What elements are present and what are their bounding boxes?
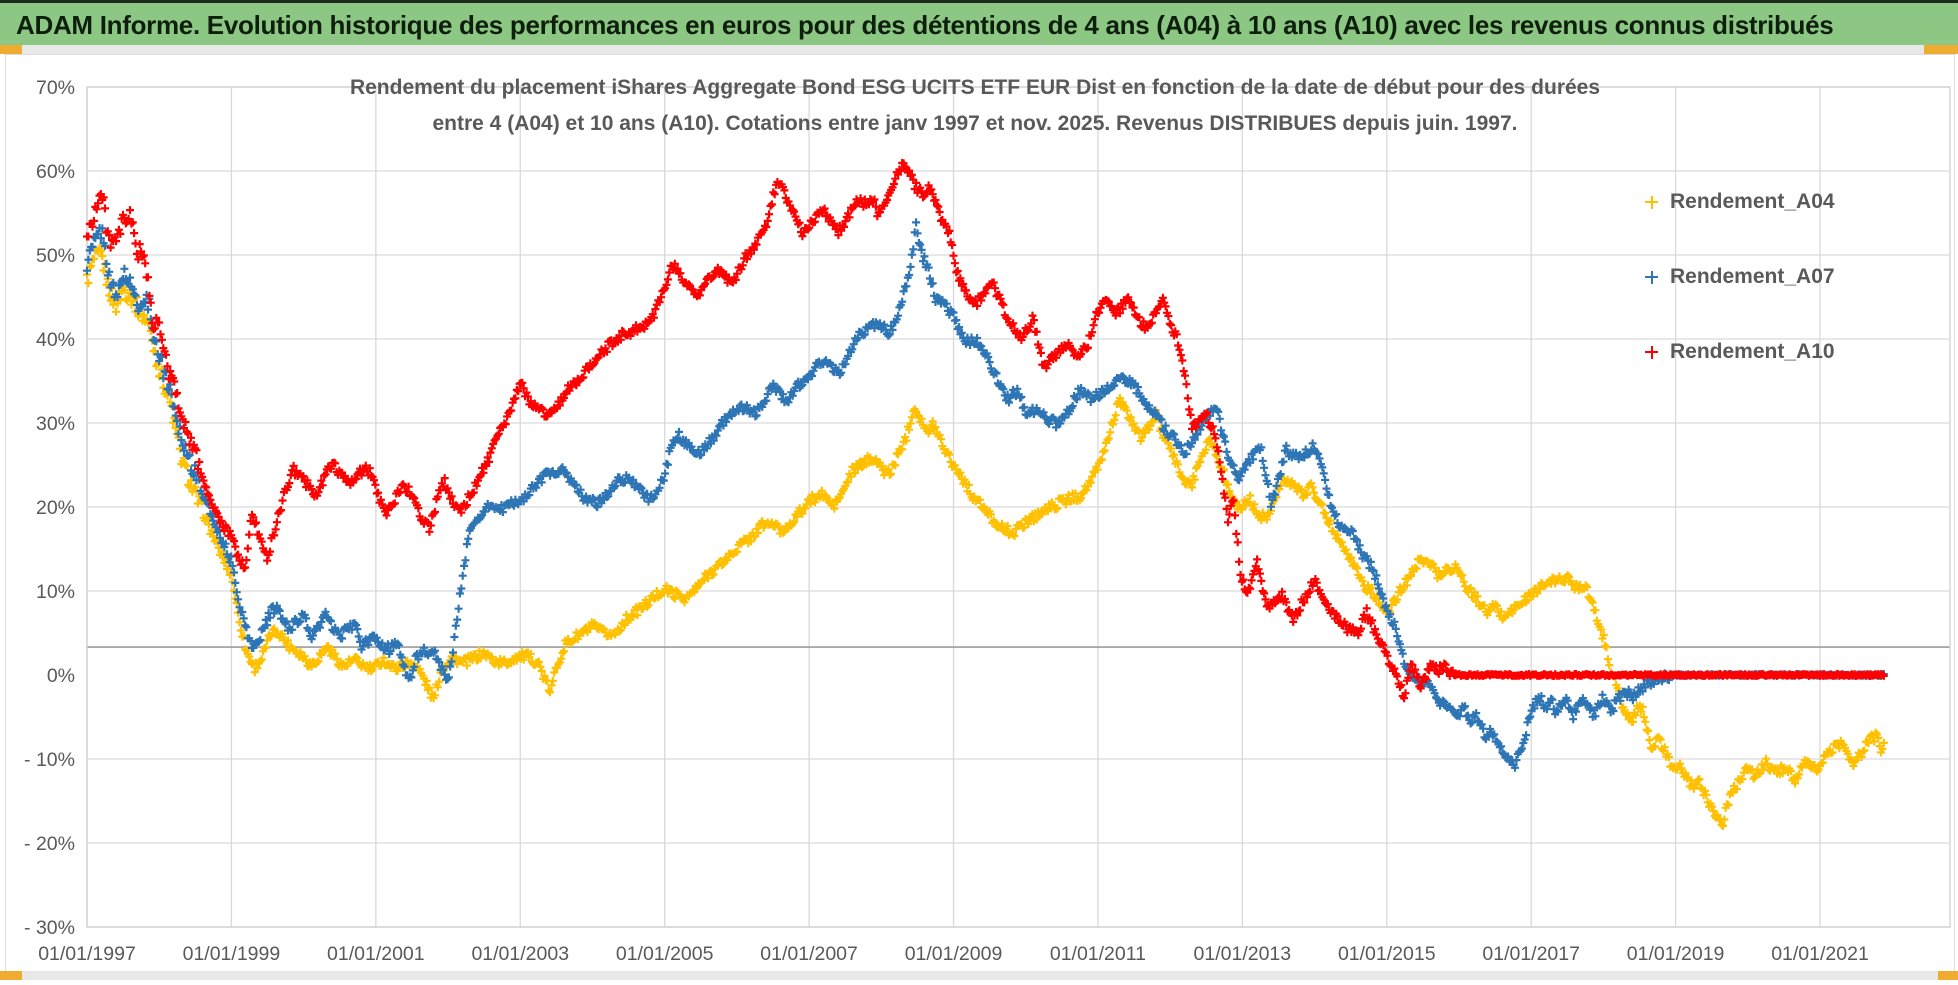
x-tick-label: 01/01/2011 xyxy=(1050,943,1146,965)
x-tick-label: 01/01/2021 xyxy=(1771,943,1869,965)
banner: ADAM Informe. Evolution historique des p… xyxy=(0,0,1958,48)
x-tick-label: 01/01/2003 xyxy=(471,943,569,965)
selection-handle-top-right[interactable] xyxy=(1924,45,1958,54)
y-tick-label: 70% xyxy=(36,77,75,99)
y-tick-label: 40% xyxy=(36,329,75,351)
y-tick-label: - 20% xyxy=(24,833,75,855)
series-Rendement_A04 xyxy=(83,244,1888,830)
x-tick-label: 01/01/2017 xyxy=(1482,943,1580,965)
y-tick-label: 10% xyxy=(36,581,75,603)
x-tick-label: 01/01/1999 xyxy=(183,943,281,965)
chart-frame xyxy=(5,54,1955,973)
selection-handle-top-left[interactable] xyxy=(0,45,22,54)
bottom-strip xyxy=(0,971,1958,980)
banner-title: ADAM Informe. Evolution historique des p… xyxy=(16,10,1834,40)
chart-title-line1: Rendement du placement iShares Aggregate… xyxy=(349,76,1601,99)
x-tick-label: 01/01/2013 xyxy=(1194,943,1292,965)
plus-marker-a07-icon xyxy=(1645,270,1658,284)
legend-label-a04: Rendement_A04 xyxy=(1670,190,1835,213)
selection-handle-bottom-right[interactable] xyxy=(1938,971,1958,980)
y-tick-label: 20% xyxy=(36,497,75,519)
series-Rendement_A10 xyxy=(83,158,1888,703)
y-tick-label: - 30% xyxy=(24,917,75,939)
y-tick-label: 50% xyxy=(36,245,75,267)
x-tick-label: 01/01/2015 xyxy=(1338,943,1436,965)
x-tick-label: 01/01/2019 xyxy=(1627,943,1725,965)
chart-title-line2: entre 4 (A04) et 10 ans (A10). Cotations… xyxy=(432,112,1518,135)
x-tick-label: 01/01/1997 xyxy=(38,943,136,965)
top-strip xyxy=(0,45,1958,54)
y-tick-label: 0% xyxy=(47,665,75,687)
legend-item-a10[interactable]: Rendement_A10 xyxy=(1645,340,1835,364)
selection-handle-bottom-left[interactable] xyxy=(0,971,22,980)
x-tick-label: 01/01/2001 xyxy=(327,943,425,965)
plot-border xyxy=(86,86,1951,928)
y-tick-label: 60% xyxy=(36,161,75,183)
legend-item-a07[interactable]: Rendement_A07 xyxy=(1645,265,1835,289)
y-tick-label: 30% xyxy=(36,413,75,435)
legend: Rendement_A04 Rendement_A07 Rendement_A1… xyxy=(1645,190,1835,364)
x-tick-label: 01/01/2005 xyxy=(616,943,714,965)
legend-label-a07: Rendement_A07 xyxy=(1670,265,1835,288)
x-tick-label: 01/01/2009 xyxy=(905,943,1003,965)
y-tick-label: - 10% xyxy=(24,749,75,771)
legend-item-a04[interactable]: Rendement_A04 xyxy=(1645,190,1835,214)
plus-marker-a04-icon xyxy=(1645,195,1658,209)
plus-marker-a10-icon xyxy=(1645,345,1658,359)
x-tick-label: 01/01/2007 xyxy=(760,943,858,965)
legend-label-a10: Rendement_A10 xyxy=(1670,340,1835,363)
